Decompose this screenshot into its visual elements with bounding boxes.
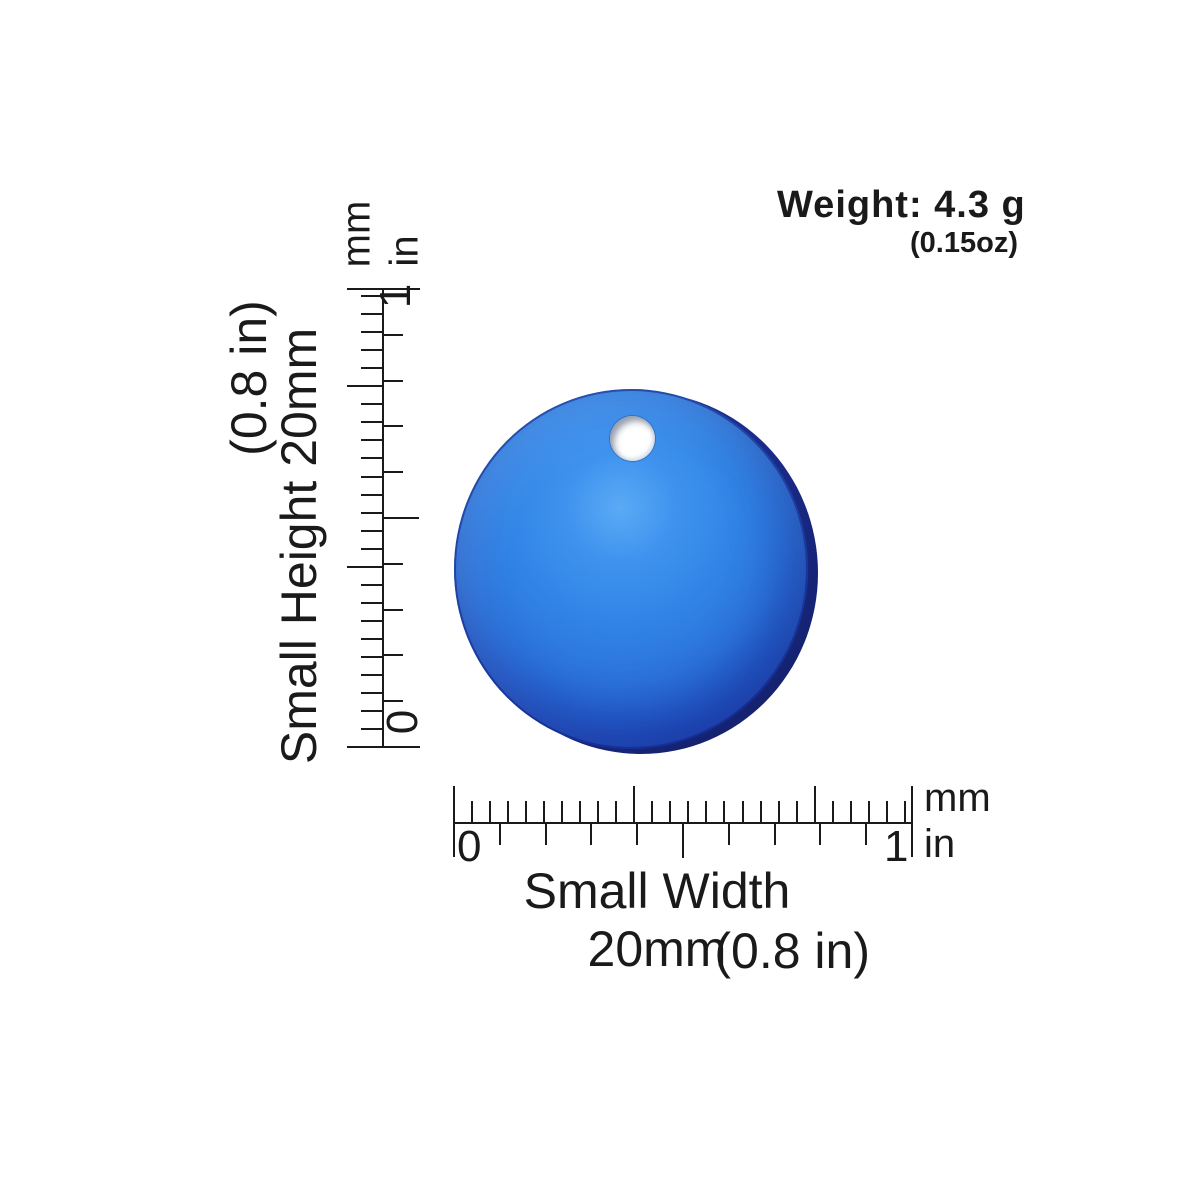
v-inch-tick <box>384 517 419 519</box>
v-inch-tick <box>384 380 403 382</box>
h-inch-tick <box>728 824 730 845</box>
v-mm-tick <box>361 421 383 423</box>
h-inch-tick <box>682 824 684 858</box>
tag-hanging-hole <box>610 416 655 461</box>
v-mm-tick <box>361 638 383 640</box>
v-inch-tick <box>384 563 403 565</box>
horizontal-ruler-line <box>453 822 913 824</box>
v-mm-tick <box>361 476 383 478</box>
v-mm-tick <box>347 385 383 387</box>
h-inch-tick <box>636 824 638 845</box>
v-mm-tick <box>361 331 383 333</box>
v-mm-tick <box>361 512 383 514</box>
v-mm-tick <box>361 710 383 712</box>
vertical-ruler-0-label: 0 <box>378 709 427 735</box>
v-mm-tick <box>361 602 383 604</box>
v-mm-tick <box>361 620 383 622</box>
h-mm-tick <box>507 801 509 823</box>
v-inch-tick <box>384 654 403 656</box>
v-mm-tick <box>361 584 383 586</box>
h-mm-tick <box>723 801 725 823</box>
v-mm-tick <box>361 530 383 532</box>
h-mm-tick <box>669 801 671 823</box>
vertical-ruler-1in-label: 1 <box>371 283 420 309</box>
width-dimension-imperial-label: (0.8 in) <box>714 923 870 979</box>
h-mm-tick <box>850 801 852 823</box>
horizontal-ruler-left-cap <box>453 786 455 857</box>
h-inch-tick <box>819 824 821 845</box>
h-inch-tick <box>865 824 867 845</box>
h-mm-tick <box>778 801 780 823</box>
h-mm-tick <box>489 801 491 823</box>
v-mm-tick <box>347 566 383 568</box>
vertical-ruler-top-cap <box>347 288 420 290</box>
v-inch-tick <box>384 700 403 702</box>
v-inch-tick <box>384 609 403 611</box>
weight-value: Weight: 4.3 g <box>777 184 1026 226</box>
h-inch-tick <box>545 824 547 845</box>
weight-imperial: (0.15oz) <box>910 227 1018 259</box>
vertical-ruler-in-unit-label: in <box>382 235 427 267</box>
h-inch-tick <box>774 824 776 845</box>
v-mm-tick <box>361 494 383 496</box>
h-inch-tick <box>499 824 501 845</box>
horizontal-ruler-in-unit-label: in <box>924 822 956 866</box>
v-mm-tick <box>361 313 383 315</box>
h-mm-tick <box>796 801 798 823</box>
horizontal-ruler-0-label: 0 <box>457 822 482 871</box>
h-mm-tick <box>886 801 888 823</box>
horizontal-ruler-mm-unit-label: mm <box>924 776 991 820</box>
width-dimension-label: Small Width 20mm <box>523 863 791 977</box>
v-mm-tick <box>361 367 383 369</box>
h-mm-tick <box>832 801 834 823</box>
h-mm-tick <box>651 801 653 823</box>
v-inch-tick <box>384 471 403 473</box>
h-mm-tick <box>705 801 707 823</box>
h-mm-tick <box>579 801 581 823</box>
h-mm-tick <box>471 801 473 823</box>
v-mm-tick <box>361 692 383 694</box>
height-dimension-imperial-label: (0.8 in) <box>221 300 277 456</box>
v-mm-tick <box>361 403 383 405</box>
horizontal-ruler-right-cap <box>911 786 913 857</box>
vertical-ruler-bottom-cap <box>347 746 420 748</box>
v-mm-tick <box>361 295 383 297</box>
horizontal-ruler-1in-label: 1 <box>884 822 909 871</box>
h-mm-tick <box>561 801 563 823</box>
h-mm-tick <box>742 801 744 823</box>
v-mm-tick <box>361 548 383 550</box>
vertical-ruler-line <box>382 289 384 747</box>
h-inch-tick <box>590 824 592 845</box>
vertical-ruler-mm-unit-label: mm <box>334 200 379 268</box>
h-mm-tick <box>525 801 527 823</box>
v-mm-tick <box>361 439 383 441</box>
h-mm-tick <box>904 801 906 823</box>
h-mm-tick <box>868 801 870 823</box>
v-mm-tick <box>361 656 383 658</box>
h-mm-tick <box>543 801 545 823</box>
v-mm-tick <box>361 349 383 351</box>
v-mm-tick <box>361 457 383 459</box>
v-mm-tick <box>361 674 383 676</box>
v-inch-tick <box>384 425 403 427</box>
h-mm-tick <box>687 801 689 823</box>
h-mm-tick <box>615 801 617 823</box>
height-dimension-label: Small Height 20mm <box>271 327 327 765</box>
v-inch-tick <box>384 334 403 336</box>
v-mm-tick <box>361 728 383 730</box>
h-mm-tick <box>633 786 635 823</box>
h-mm-tick <box>814 786 816 823</box>
h-mm-tick <box>760 801 762 823</box>
h-mm-tick <box>597 801 599 823</box>
